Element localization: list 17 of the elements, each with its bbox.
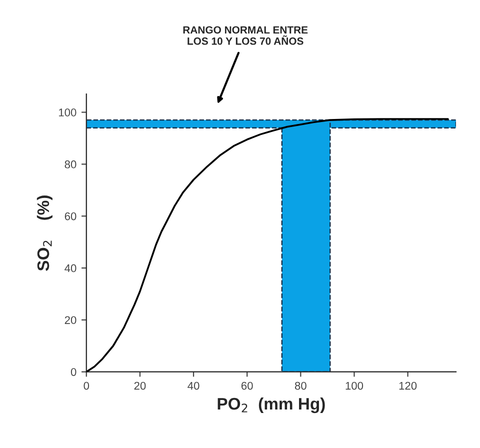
y-tick-label: 60 <box>64 212 76 220</box>
y-tick-label: 40 <box>64 264 76 272</box>
x-tick-label: 120 <box>399 382 417 390</box>
text: SO$_{2}$ (%) <box>36 196 52 271</box>
y-tick-label: 100 <box>58 108 76 116</box>
x-tick-label: 20 <box>134 382 146 390</box>
line-series <box>86 118 449 372</box>
x-tick-label: 80 <box>294 382 306 390</box>
x-tick-label: 0 <box>84 382 90 390</box>
y-tick-label: 20 <box>64 316 76 324</box>
y-tick-label: 80 <box>64 160 76 168</box>
x-axis-title: PO$_{2}$ (mm Hg) <box>218 397 325 414</box>
text: RANGO NORMAL ENTRE LOS 10 Y LOS 70 AÑOS <box>183 26 308 45</box>
x-tick-label: 60 <box>241 382 253 390</box>
x-tick-label: 100 <box>346 382 364 390</box>
y-tick-label: 0 <box>70 368 76 376</box>
x-tick-label: 40 <box>188 382 200 390</box>
